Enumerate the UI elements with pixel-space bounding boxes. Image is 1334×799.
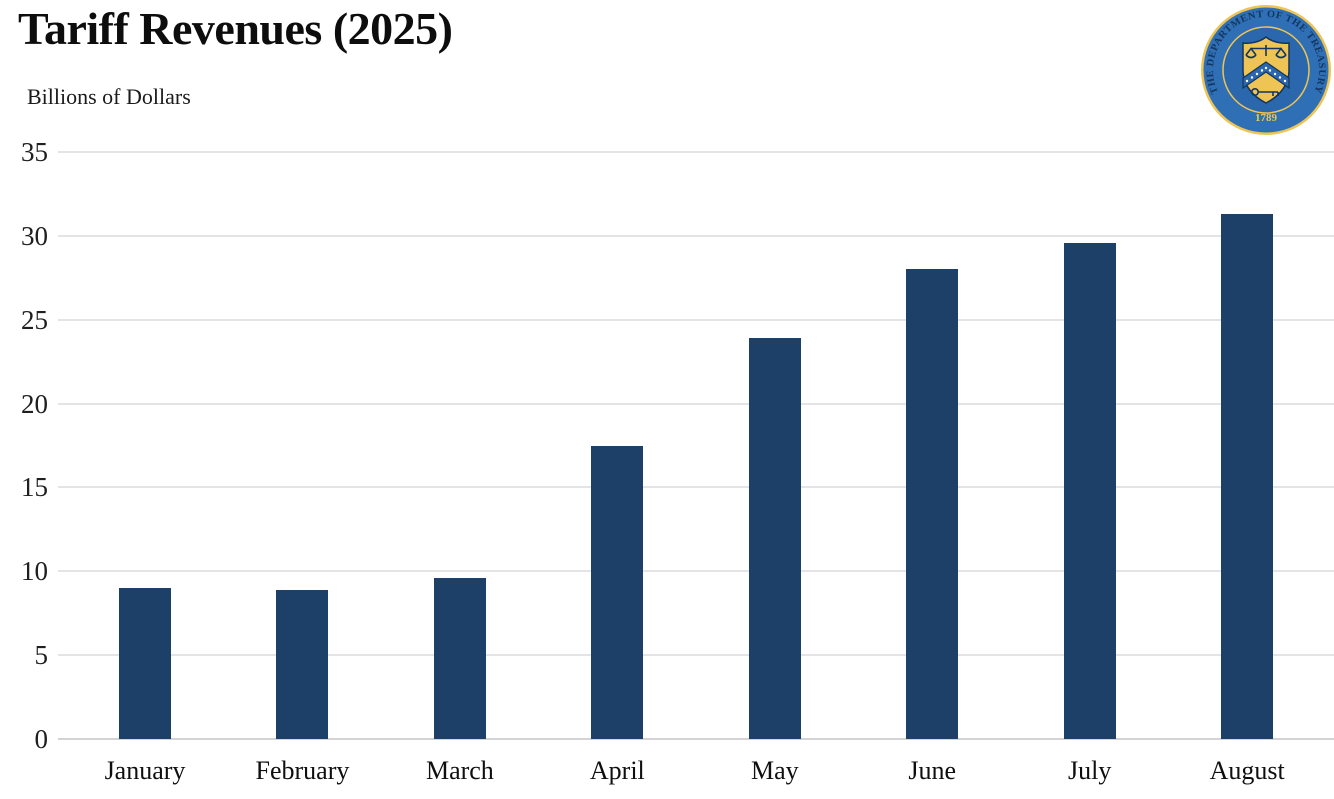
gridline-y15 — [58, 486, 1334, 489]
bar-june — [906, 269, 959, 739]
y-tick-label-35: 35 — [21, 137, 48, 167]
y-tick-label-25: 25 — [21, 304, 48, 335]
gridline-y5 — [58, 654, 1334, 657]
page-title: Tariff Revenues (2025) — [18, 3, 453, 54]
y-tick-label-20: 20 — [21, 388, 48, 419]
bar-may — [748, 338, 801, 739]
y-tick-label-30: 30 — [21, 220, 48, 251]
gridline-y30 — [58, 234, 1334, 237]
y-axis-units-label: Billions of Dollars — [27, 84, 191, 109]
x-tick-label-february: February — [255, 756, 350, 785]
x-tick-label-march: March — [425, 756, 494, 785]
y-tick-label-0: 0 — [34, 724, 49, 754]
treasury-seal-logo: THE DEPARTMENT OF THE TREASURY 1789 — [1201, 5, 1331, 135]
bar-july — [1063, 242, 1116, 739]
bar-february — [276, 589, 329, 739]
y-tick-label-5: 5 — [34, 640, 49, 671]
x-tick-label-april: April — [589, 756, 645, 785]
gridline-y0 — [58, 738, 1334, 740]
seal-chevron-stars — [1245, 66, 1287, 83]
gridline-y35 — [58, 151, 1334, 153]
gridline-y25 — [58, 318, 1334, 321]
bar-august — [1221, 214, 1274, 739]
gridline-y10 — [58, 570, 1334, 573]
x-tick-label-may: May — [750, 756, 799, 785]
seal-key-icon — [1250, 88, 1279, 97]
x-tick-label-january: January — [104, 756, 186, 785]
seal-scales-icon — [1245, 45, 1287, 59]
seal-year: 1789 — [1255, 112, 1278, 124]
x-tick-label-august: August — [1209, 756, 1285, 785]
x-tick-label-july: July — [1068, 756, 1112, 785]
bar-january — [119, 588, 171, 739]
bar-april — [591, 445, 644, 739]
y-tick-label-15: 15 — [21, 472, 48, 503]
y-tick-label-10: 10 — [21, 556, 48, 587]
gridline-y20 — [58, 402, 1334, 405]
x-tick-label-june: June — [908, 756, 957, 785]
bar-march — [433, 577, 486, 739]
